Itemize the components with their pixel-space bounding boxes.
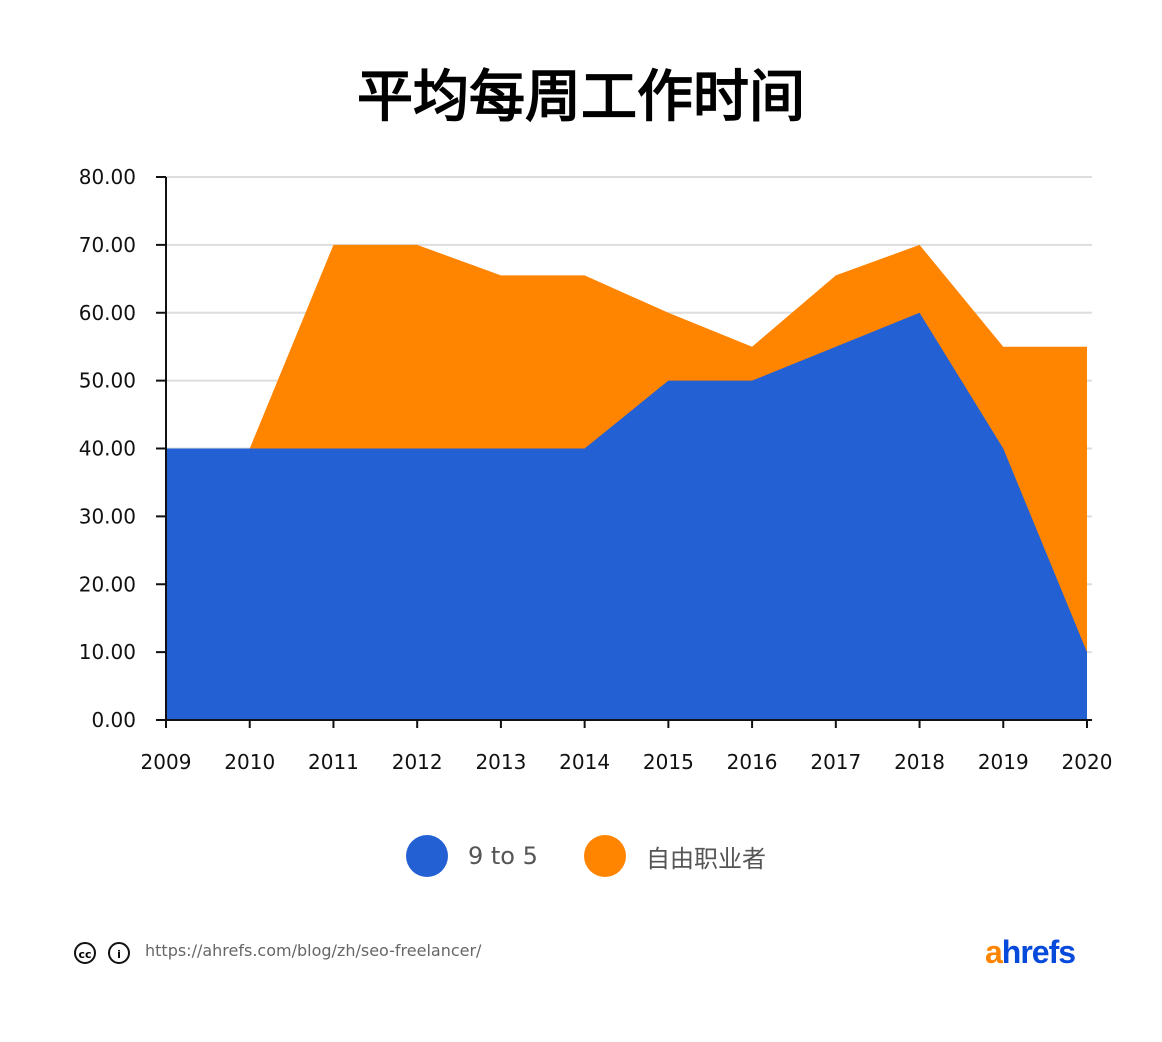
x-tick-label: 2020	[1062, 750, 1113, 774]
area-9to5	[166, 312, 1087, 720]
x-tick-label: 2012	[392, 750, 443, 774]
y-tick-label: 60.00	[79, 301, 136, 325]
x-tick-label: 2009	[141, 750, 192, 774]
x-tick-label: 2013	[475, 750, 526, 774]
x-tick-label: 2016	[727, 750, 778, 774]
y-tick-label: 50.00	[79, 369, 136, 393]
legend-item-freelancer: 自由职业者	[584, 835, 766, 877]
legend-label: 自由职业者	[646, 844, 766, 873]
x-tick-label: 2018	[894, 750, 945, 774]
y-tick-label: 20.00	[79, 572, 136, 596]
y-tick-label: 30.00	[79, 504, 136, 528]
legend-swatch	[584, 835, 626, 877]
y-tick-label: 70.00	[79, 233, 136, 257]
ahrefs-logo: ahrefs	[985, 934, 1076, 970]
legend-item-9to5: 9 to 5	[406, 835, 538, 877]
x-tick-label: 2017	[810, 750, 861, 774]
x-tick-label: 2014	[559, 750, 610, 774]
cc-icon: cc	[74, 942, 96, 964]
attribution-icon: i	[108, 942, 130, 964]
y-tick-label: 40.00	[79, 437, 136, 461]
chart-title: 平均每周工作时间	[357, 65, 805, 130]
source-url: https://ahrefs.com/blog/zh/seo-freelance…	[145, 941, 482, 960]
legend-swatch	[406, 835, 448, 877]
y-tick-label: 80.00	[79, 165, 136, 189]
legend-label: 9 to 5	[468, 842, 538, 870]
y-tick-label: 10.00	[79, 640, 136, 664]
y-tick-label: 0.00	[91, 708, 136, 732]
x-tick-label: 2011	[308, 750, 359, 774]
x-tick-label: 2015	[643, 750, 694, 774]
x-tick-label: 2019	[978, 750, 1029, 774]
x-tick-label: 2010	[224, 750, 275, 774]
